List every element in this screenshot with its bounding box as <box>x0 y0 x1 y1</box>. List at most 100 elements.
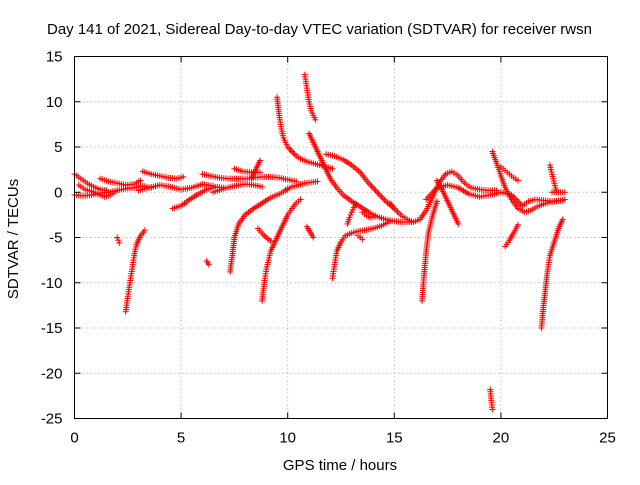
data-point <box>489 406 496 413</box>
x-tick-label: 0 <box>70 430 78 447</box>
data-series-arc-15 <box>248 157 263 182</box>
y-tick-label: -20 <box>41 365 63 382</box>
grid-layer <box>74 56 608 419</box>
data-point <box>381 196 388 203</box>
data-series-arc-33 <box>489 148 566 216</box>
x-axis-title: GPS time / hours <box>283 457 397 474</box>
data-point <box>256 157 263 164</box>
data-point <box>114 234 121 241</box>
data-series-arc-38 <box>546 162 560 194</box>
data-series-arc-5 <box>114 234 123 246</box>
data-point <box>561 196 568 203</box>
data-point <box>290 150 297 157</box>
data-point <box>314 178 321 185</box>
data-point <box>346 214 353 221</box>
data-point <box>371 186 378 193</box>
data-point <box>259 183 266 190</box>
data-point <box>287 147 294 154</box>
data-point <box>288 148 295 155</box>
y-tick-label: -15 <box>41 320 63 337</box>
data-point <box>375 190 382 197</box>
data-point <box>514 177 521 184</box>
data-series-arc-26 <box>359 209 379 221</box>
y-tick-label: 0 <box>54 184 62 201</box>
data-point <box>262 234 269 241</box>
y-tick-label: 10 <box>46 94 63 111</box>
data-point <box>114 187 121 194</box>
x-tick-label: 5 <box>177 430 185 447</box>
data-point <box>369 184 376 191</box>
data-point <box>378 193 385 200</box>
data-series-arc-30 <box>423 182 526 209</box>
x-tick-label: 25 <box>599 430 616 447</box>
data-series-arc-1 <box>71 171 110 194</box>
data-series-arc-37 <box>538 216 566 331</box>
data-point <box>387 218 394 225</box>
data-series-arc-27 <box>355 232 366 243</box>
data-point <box>372 187 379 194</box>
data-series-arc-11 <box>203 258 212 268</box>
data-series-arc-29 <box>419 198 440 304</box>
data-series-arc-24 <box>329 218 394 282</box>
y-tick-label: -25 <box>41 411 63 428</box>
y-axis-title: SDTVAR / TECUs <box>5 179 22 299</box>
data-point <box>264 235 271 242</box>
data-series-arc-34 <box>497 163 521 184</box>
data-point <box>359 236 366 243</box>
data-series-arc-19 <box>282 178 321 193</box>
data-series-arc-20 <box>301 71 319 123</box>
data-point <box>115 237 122 244</box>
data-series-arc-25 <box>344 201 359 227</box>
data-point <box>392 207 399 214</box>
data-series-arc-13 <box>227 186 291 275</box>
data-point <box>291 151 298 158</box>
data-series-arc-12 <box>210 181 266 196</box>
data-point <box>433 198 440 205</box>
data-point <box>312 116 319 123</box>
data-series-arc-14 <box>231 165 263 176</box>
data-point <box>256 169 263 176</box>
data-point <box>352 201 359 208</box>
data-series-arc-16 <box>254 225 274 245</box>
data-series-arc-3 <box>75 182 121 200</box>
data-point <box>367 181 374 188</box>
data-layer <box>71 71 568 413</box>
data-point <box>267 238 274 245</box>
data-point <box>372 213 379 220</box>
data-point <box>374 189 381 196</box>
data-series-arc-39 <box>549 189 568 196</box>
tick-layer <box>74 56 608 419</box>
data-series-arc-21 <box>306 130 415 226</box>
data-point <box>180 173 187 180</box>
y-tick-label: 15 <box>46 49 63 66</box>
tick-label-layer: 0 5 10 15 20 25 -25 -20 -15 -10 -5 0 5 10 15 <box>41 49 616 447</box>
data-point <box>396 210 403 217</box>
data-series-arc-22 <box>303 223 317 241</box>
x-tick-label: 10 <box>279 430 296 447</box>
data-series-arc-6 <box>122 227 148 315</box>
data-series-arc-32 <box>487 386 496 413</box>
data-series-arc-17 <box>259 196 304 304</box>
y-tick-label: 5 <box>54 139 62 156</box>
data-point <box>368 183 375 190</box>
data-point <box>394 208 401 215</box>
data-point <box>347 211 354 218</box>
data-series-arc-4 <box>97 175 144 189</box>
data-point <box>329 165 336 172</box>
data-series-arc-10 <box>199 171 300 185</box>
data-point <box>205 261 212 268</box>
data-point <box>137 177 144 184</box>
data-point <box>377 192 384 199</box>
data-series-arc-7 <box>139 168 187 182</box>
data-point <box>514 221 521 228</box>
x-tick-label: 20 <box>493 430 510 447</box>
y-tick-label: -5 <box>49 230 62 247</box>
data-point <box>297 196 304 203</box>
data-point <box>559 216 566 223</box>
chart-title: Day 141 of 2021, Sidereal Day-to-day VTE… <box>47 21 592 38</box>
data-point <box>310 234 317 241</box>
data-point <box>379 195 386 202</box>
data-point <box>455 220 462 227</box>
